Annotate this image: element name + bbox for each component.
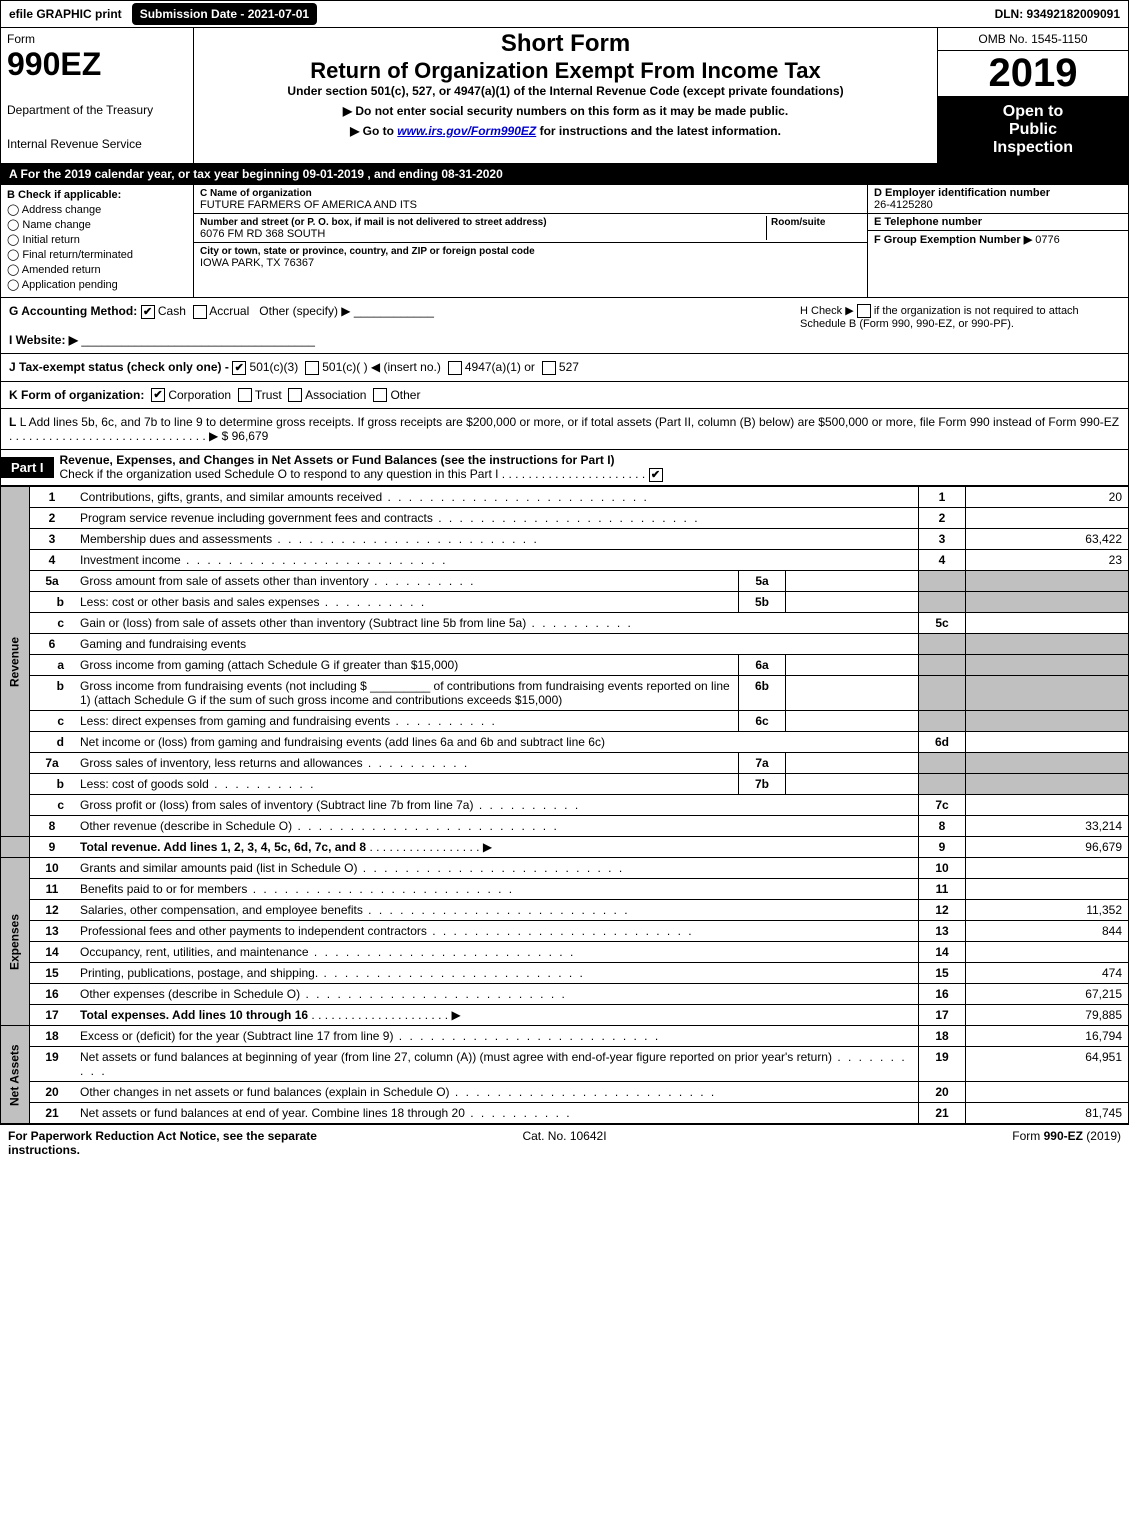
ln-19-val: 64,951 [966,1047,1129,1082]
line-j: J Tax-exempt status (check only one) - ✔… [0,354,1129,382]
chk-assoc[interactable] [288,388,302,402]
ln-1-no: 1 [30,487,75,508]
ln-13-val: 844 [966,921,1129,942]
ln-4-val: 23 [966,550,1129,571]
chk-accrual[interactable] [193,305,207,319]
form-header: Form 990EZ Department of the Treasury In… [0,28,1129,164]
ein-label: D Employer identification number [874,187,1050,199]
ln-9-val: 96,679 [966,837,1129,858]
section-def: D Employer identification number 26-4125… [867,185,1128,297]
chk-application-pending[interactable]: ◯ Application pending [7,278,187,291]
footer-left: For Paperwork Reduction Act Notice, see … [8,1129,379,1157]
group-value: 0776 [1035,234,1059,246]
form-label: Form [7,32,187,46]
chk-527[interactable] [542,361,556,375]
line-g-h: G Accounting Method: ✔ Cash Accrual Othe… [0,298,1129,354]
part-i-title: Revenue, Expenses, and Changes in Net As… [60,453,615,467]
chk-corp[interactable]: ✔ [151,388,165,402]
side-revenue: Revenue [1,487,30,837]
ln-16-val: 67,215 [966,984,1129,1005]
chk-other[interactable] [373,388,387,402]
top-bar: efile GRAPHIC print Submission Date - 20… [0,0,1129,28]
efile-label: efile GRAPHIC print [1,3,130,25]
footer-right: Form 990-EZ (2019) [750,1129,1121,1157]
ln-3-val: 63,422 [966,529,1129,550]
side-expenses: Expenses [1,858,30,1026]
ln-17-val: 79,885 [966,1005,1129,1026]
under-section: Under section 501(c), 527, or 4947(a)(1)… [198,84,933,98]
ln-18-val: 16,794 [966,1026,1129,1047]
dept-treasury: Department of the Treasury [7,103,187,117]
chk-initial-return[interactable]: ◯ Initial return [7,233,187,246]
line-a: A For the 2019 calendar year, or tax yea… [0,164,1129,185]
street-label: Number and street (or P. O. box, if mail… [200,217,547,228]
instructions-pre: ▶ Go to [350,124,397,138]
header-right: OMB No. 1545-1150 2019 Open to Public In… [937,28,1128,163]
part-i-label: Part I [1,457,54,478]
chk-address-change[interactable]: ◯ Address change [7,203,187,216]
chk-final-return[interactable]: ◯ Final return/terminated [7,248,187,261]
ln-1-val: 20 [966,487,1129,508]
header-left: Form 990EZ Department of the Treasury In… [1,28,194,163]
part-i-header: Part I Revenue, Expenses, and Changes in… [0,450,1129,486]
org-name-value: FUTURE FARMERS OF AMERICA AND ITS [200,199,417,211]
section-b-title: B Check if applicable: [7,189,187,201]
chk-4947[interactable] [448,361,462,375]
line-l: L L Add lines 5b, 6c, and 7b to line 9 t… [0,409,1129,450]
city-value: IOWA PARK, TX 76367 [200,257,314,269]
instructions-link[interactable]: www.irs.gov/Form990EZ [397,124,536,138]
instructions-post: for instructions and the latest informat… [536,124,781,138]
street-value: 6076 FM RD 368 SOUTH [200,228,325,240]
page-footer: For Paperwork Reduction Act Notice, see … [0,1124,1129,1161]
chk-schedule-o[interactable]: ✔ [649,468,663,482]
submission-date: Submission Date - 2021-07-01 [132,3,317,25]
org-name-label: C Name of organization [200,188,312,199]
ln-15-val: 474 [966,963,1129,984]
chk-cash[interactable]: ✔ [141,305,155,319]
section-b: B Check if applicable: ◯ Address change … [1,185,194,297]
chk-schedule-b[interactable] [857,304,871,318]
ln-12-val: 11,352 [966,900,1129,921]
instructions-line: ▶ Go to www.irs.gov/Form990EZ for instru… [198,124,933,138]
part-i-table: Revenue 1 Contributions, gifts, grants, … [0,486,1129,1124]
short-form-title: Short Form [198,30,933,58]
line-k: K Form of organization: ✔ Corporation Tr… [0,382,1129,410]
omb-number: OMB No. 1545-1150 [938,28,1128,51]
chk-trust[interactable] [238,388,252,402]
header-center: Short Form Return of Organization Exempt… [194,28,937,163]
city-label: City or town, state or province, country… [200,246,535,257]
chk-name-change[interactable]: ◯ Name change [7,218,187,231]
group-label: F Group Exemption Number ▶ [874,234,1035,246]
ln-21-val: 81,745 [966,1103,1129,1124]
open-to-public: Open to Public Inspection [938,97,1128,163]
chk-501c3[interactable]: ✔ [232,361,246,375]
chk-amended-return[interactable]: ◯ Amended return [7,263,187,276]
dept-irs: Internal Revenue Service [7,137,187,151]
dln: DLN: 93492182009091 [987,3,1128,25]
part-i-check-text: Check if the organization used Schedule … [60,467,499,481]
section-c: C Name of organization FUTURE FARMERS OF… [194,185,867,297]
line-i-label: I Website: ▶ [9,333,78,347]
line-g-label: G Accounting Method: [9,304,137,318]
ln-8-val: 33,214 [966,816,1129,837]
ein-value: 26-4125280 [874,199,933,211]
return-title: Return of Organization Exempt From Incom… [198,58,933,84]
phone-label: E Telephone number [874,216,982,228]
ssn-warning: ▶ Do not enter social security numbers o… [198,104,933,118]
chk-501c[interactable] [305,361,319,375]
tax-year: 2019 [938,51,1128,97]
side-netassets: Net Assets [1,1026,30,1124]
form-number: 990EZ [7,46,187,83]
room-label: Room/suite [771,217,825,228]
footer-center: Cat. No. 10642I [379,1129,750,1157]
line-h: H Check ▶ if the organization is not req… [800,304,1120,330]
info-block: B Check if applicable: ◯ Address change … [0,185,1129,298]
